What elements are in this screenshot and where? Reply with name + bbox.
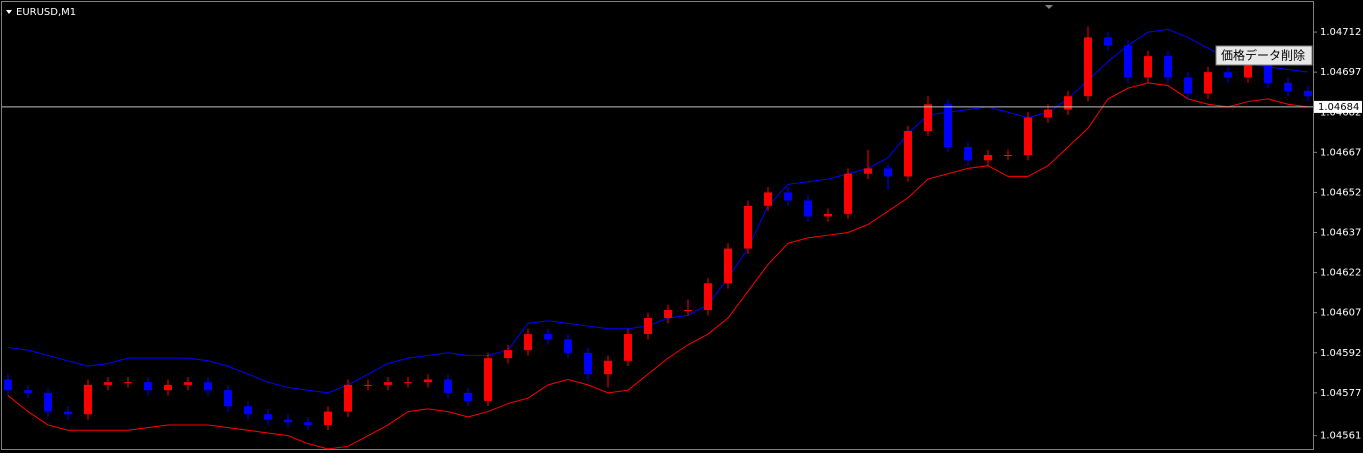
candle-body [84, 384, 92, 415]
candle-body [304, 422, 312, 425]
band-line [7, 82, 1309, 450]
candle-body [704, 283, 712, 311]
current-price-label: 1.04684 [1318, 102, 1359, 113]
candle-body [24, 390, 32, 393]
y-tick-label: 1.04697 [1320, 67, 1361, 78]
candle-body [984, 155, 992, 161]
candle-body [1304, 90, 1312, 97]
candle-body [1224, 72, 1232, 78]
candle-body [684, 310, 692, 312]
candle-body [484, 358, 492, 401]
candle-body [1284, 82, 1292, 91]
candle-body [844, 173, 852, 214]
y-tick-label: 1.04561 [1320, 431, 1361, 442]
candle-body [884, 168, 892, 177]
y-tick-label: 1.04667 [1320, 147, 1361, 158]
candle-body [544, 334, 552, 340]
chart-title: EURUSD,M1 [16, 7, 76, 18]
candle-body [564, 339, 572, 353]
candle-body [4, 379, 12, 391]
y-tick-label: 1.04622 [1320, 268, 1361, 279]
candle-body [644, 318, 652, 335]
candle-body [764, 192, 772, 206]
candle-body [604, 360, 612, 375]
candle-body [1264, 64, 1272, 83]
candle-body [924, 104, 932, 131]
candle-body [1144, 56, 1152, 78]
candle-body [444, 379, 452, 393]
y-tick-label: 1.04712 [1320, 27, 1361, 38]
candle-body [804, 200, 812, 217]
candle-body [384, 382, 392, 385]
candle-body [1024, 117, 1032, 156]
candle-body [724, 248, 732, 284]
candle-body [64, 411, 72, 415]
candle-body [904, 130, 912, 177]
candle-body [104, 382, 112, 385]
marks [4, 26, 1312, 450]
candle-body [1104, 37, 1112, 46]
symbol-menu-arrow[interactable] [6, 10, 12, 14]
menu-tooltip-text[interactable]: 価格データ削除 [1221, 48, 1305, 63]
candle-body [124, 382, 132, 384]
candle-body [464, 392, 472, 401]
y-tick-label: 1.04577 [1320, 388, 1361, 399]
candle-body [344, 384, 352, 412]
y-tick-label: 1.04637 [1320, 228, 1361, 239]
candle-body [1244, 64, 1252, 78]
candle-body [1164, 56, 1172, 78]
candle-body [1084, 37, 1092, 97]
candle-body [364, 384, 372, 386]
candle-body [224, 390, 232, 407]
y-tick-label: 1.04607 [1320, 308, 1361, 319]
candle-body [864, 168, 872, 174]
y-tick-label: 1.04652 [1320, 187, 1361, 198]
candle-body [144, 382, 152, 391]
candle-body [184, 382, 192, 385]
candle-body [944, 104, 952, 147]
candle-body [1004, 155, 1012, 157]
candle-body [1184, 77, 1192, 94]
candle-body [264, 414, 272, 420]
candle-body [824, 213, 832, 217]
candle-body [404, 382, 412, 384]
candle-body [1064, 96, 1072, 110]
candle-body [244, 406, 252, 415]
current-price-box [1314, 100, 1362, 113]
candle-body [524, 334, 532, 351]
y-tick-label: 1.04592 [1320, 348, 1361, 359]
candle-body [1044, 109, 1052, 118]
candle-body [584, 352, 592, 375]
candle-body [284, 419, 292, 423]
candle-body [324, 411, 332, 425]
candle-body [204, 382, 212, 391]
candle-body [504, 350, 512, 359]
candle-body [424, 379, 432, 383]
menu-tooltip[interactable] [1215, 45, 1313, 66]
candle-body [964, 146, 972, 161]
candle-body [44, 392, 52, 412]
shift-marker [1045, 5, 1053, 9]
plot-frame [1, 1, 1314, 450]
candle-body [164, 384, 172, 391]
candle-body [784, 192, 792, 201]
candle-body [1124, 45, 1132, 78]
candle-body [744, 205, 752, 249]
candle-body [664, 310, 672, 319]
candle-body [1204, 72, 1212, 94]
candle-body [624, 334, 632, 361]
